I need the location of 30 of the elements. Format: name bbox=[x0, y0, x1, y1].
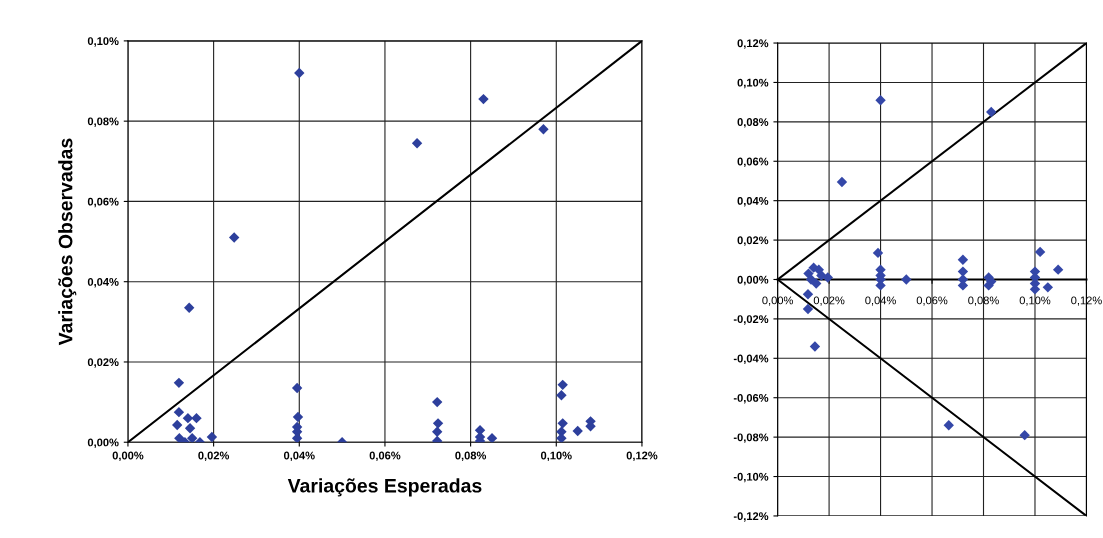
y-tick-label: 0,00% bbox=[737, 275, 769, 286]
y-tick-label: 0,06% bbox=[737, 157, 769, 168]
y-tick-label: -0,04% bbox=[733, 354, 769, 365]
x-tick-label: 0,06% bbox=[916, 296, 948, 306]
y-tick-label: 0,00% bbox=[87, 438, 119, 448]
y-tick-label: -0,06% bbox=[733, 393, 769, 404]
y-tick-label: -0,02% bbox=[733, 315, 769, 325]
x-tick-label: 0,12% bbox=[626, 451, 658, 462]
y-tick-label: 0,02% bbox=[87, 358, 119, 368]
x-tick-label: 0,00% bbox=[112, 451, 144, 462]
y-tick-label: -0,12% bbox=[733, 512, 769, 522]
y-axis-title: Variações Observadas bbox=[58, 138, 77, 346]
x-tick-label: 0,08% bbox=[455, 451, 487, 462]
y-tick-label: -0,08% bbox=[733, 433, 769, 443]
y-tick-label: 0,06% bbox=[87, 197, 119, 208]
x-tick-label: 0,04% bbox=[283, 451, 315, 462]
y-tick-label: 0,08% bbox=[87, 117, 119, 127]
x-tick-label: 0,10% bbox=[540, 451, 572, 462]
y-tick-label: 0,04% bbox=[737, 196, 769, 207]
y-tick-label: 0,10% bbox=[737, 78, 769, 89]
x-tick-label: 0,10% bbox=[1019, 296, 1051, 306]
y-tick-label: -0,10% bbox=[733, 472, 769, 483]
y-tick-label: 0,12% bbox=[737, 39, 769, 49]
y-tick-label: 0,08% bbox=[737, 118, 769, 128]
x-tick-label: 0,06% bbox=[369, 451, 401, 462]
x-tick-label: 0,02% bbox=[198, 451, 230, 462]
x-axis-title: Variações Esperadas bbox=[287, 478, 482, 497]
y-tick-label: 0,02% bbox=[737, 236, 769, 246]
y-tick-label: 0,10% bbox=[87, 37, 119, 47]
y-tick-label: 0,04% bbox=[87, 277, 119, 288]
